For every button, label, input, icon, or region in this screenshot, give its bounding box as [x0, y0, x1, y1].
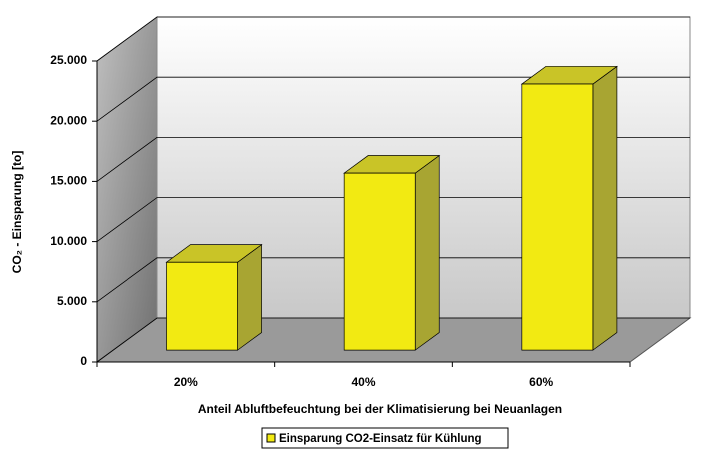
side-wall [96, 16, 158, 363]
grid-line [96, 197, 690, 242]
y-tick-label: 10.000 [50, 234, 87, 248]
x-tick-label: 60% [529, 375, 553, 389]
bar-side [592, 65, 618, 351]
bar [165, 243, 263, 351]
legend-swatch [266, 433, 276, 443]
grid-line [96, 317, 690, 363]
legend-label: Einsparung CO2-Einsatz für Kühlung [279, 433, 482, 445]
grid-line [96, 257, 690, 303]
bar-front [166, 261, 238, 351]
y-tick-label: 20.000 [50, 113, 87, 127]
y-axis-title: CO₂ - Einsparung [to] [10, 151, 24, 274]
y-tick-label: 25.000 [50, 53, 87, 67]
y-tick-label: 5.000 [57, 294, 87, 308]
bar [343, 154, 441, 351]
y-tick-label: 0 [80, 354, 87, 368]
y-tick-label: 15.000 [50, 174, 87, 188]
x-tick-label: 20% [174, 375, 198, 389]
bar-side [414, 154, 440, 351]
legend-box [261, 427, 509, 449]
bar [520, 65, 618, 351]
grid-line [96, 136, 690, 182]
grid-line [96, 16, 690, 62]
grid-line [96, 76, 690, 122]
bar-side [237, 243, 262, 351]
bar-front [343, 172, 416, 351]
x-axis-title: Anteil Abluftbefeuchtung bei der Klimati… [198, 402, 562, 416]
x-tick-label: 40% [351, 375, 375, 389]
bar-front [521, 83, 594, 351]
legend: Einsparung CO2-Einsatz für Kühlung [261, 427, 509, 449]
